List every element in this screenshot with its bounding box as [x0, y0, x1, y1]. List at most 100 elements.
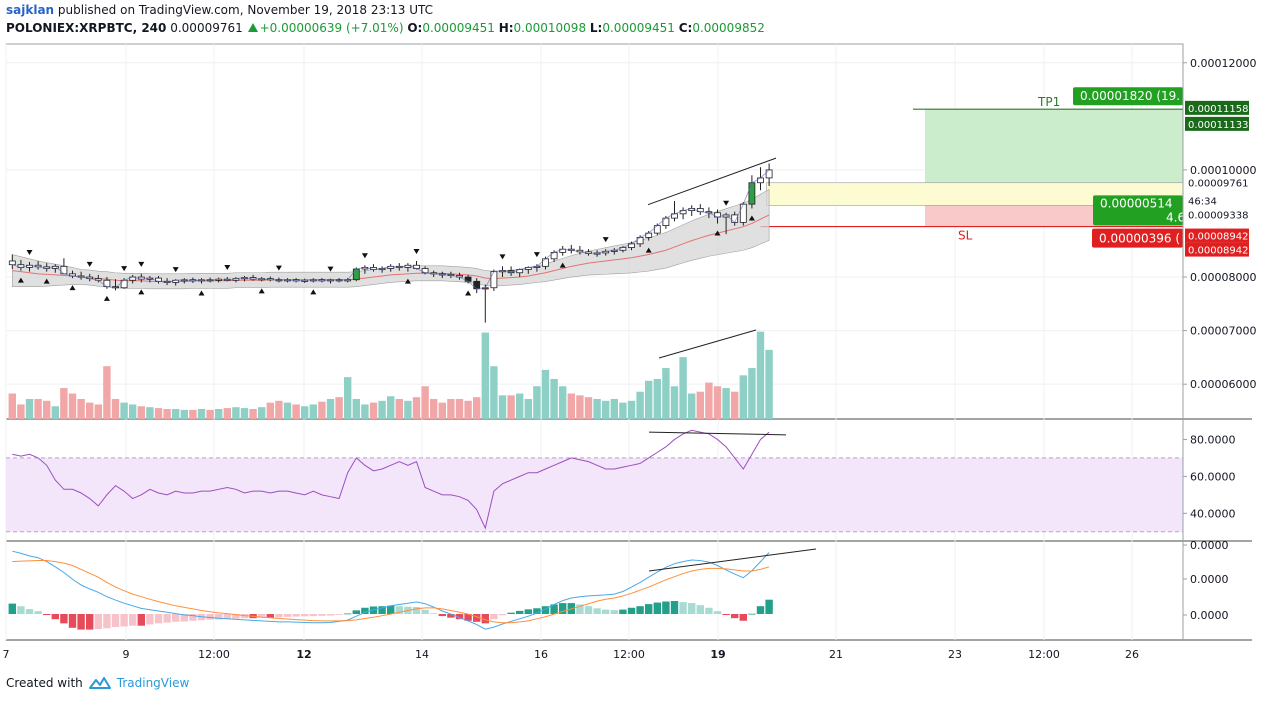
volume-bar — [748, 368, 756, 419]
macd-histogram-bar — [602, 609, 610, 614]
entry-amount-box — [1093, 195, 1183, 226]
macd-histogram-bar — [765, 599, 773, 614]
volume-bar — [172, 408, 180, 419]
macd-histogram-bar — [584, 606, 593, 614]
tp-amount-box — [1073, 87, 1183, 106]
high-value: 0.00010098 — [513, 21, 587, 35]
volume-bar — [662, 368, 670, 419]
tp-target-tag-bg — [1185, 116, 1249, 131]
volume-bar — [559, 386, 567, 419]
macd-histogram-bar — [283, 614, 292, 617]
macd-histogram-bar — [154, 614, 163, 624]
fractal-up-marker — [17, 277, 24, 283]
volume-bar — [361, 404, 369, 419]
macd-histogram-bar — [103, 614, 111, 629]
author-link[interactable]: sajklan — [6, 3, 55, 17]
low-value: 0.00009451 — [602, 21, 675, 35]
volume-bar — [679, 357, 687, 419]
countdown-tag: 46:34 — [1188, 197, 1217, 208]
volume-bar — [215, 408, 223, 419]
macd-histogram-bar — [507, 612, 515, 614]
macd-histogram-bar — [180, 614, 188, 622]
macd-histogram-bar — [361, 607, 369, 614]
macd-histogram-bar — [25, 609, 34, 614]
macd-histogram-bar — [627, 607, 636, 614]
macd-histogram-bar — [51, 614, 59, 620]
macd-histogram-bar — [266, 614, 274, 618]
macd-histogram-bar — [86, 614, 94, 630]
volume-bar — [576, 395, 584, 419]
volume-bar — [51, 406, 59, 419]
macd-histogram-bar — [206, 614, 214, 620]
signal-line — [12, 560, 770, 624]
fractal-up-marker — [559, 262, 566, 268]
price-axis-tick-label: 0.00007000 — [1190, 325, 1256, 338]
volume-bar — [223, 408, 231, 419]
tradingview-link[interactable]: TradingView — [116, 676, 190, 690]
volume-bar — [189, 409, 197, 419]
macd-histogram-bar — [17, 606, 25, 614]
volume-bar — [249, 408, 257, 419]
volume-bar — [593, 398, 601, 419]
candle-body — [739, 203, 747, 223]
symbol-line: POLONIEX:XRPBTC, 240 0.00009761 +0.00000… — [6, 21, 765, 35]
volume-bar — [438, 402, 446, 419]
macd-histogram-bar — [438, 614, 446, 617]
macd-histogram-bar — [713, 611, 722, 614]
volume-bar — [421, 386, 429, 419]
created-with-label: Created with — [6, 676, 83, 690]
risk-reward-label: 4.6 — [1166, 210, 1185, 224]
macd-histogram-bar — [189, 614, 197, 621]
volume-bar — [146, 407, 154, 419]
volume-bar — [404, 400, 412, 419]
time-axis-tick-label: 12:00 — [1028, 648, 1060, 661]
macd-histogram-bar — [464, 614, 472, 621]
macd-histogram-bar — [215, 614, 223, 620]
bollinger-band — [12, 188, 770, 290]
volume-bar — [653, 378, 661, 419]
price-trendline — [647, 157, 777, 206]
fractal-up-marker — [258, 288, 265, 294]
macd-histogram-bar — [8, 603, 16, 614]
time-axis-tick-label: 23 — [948, 648, 962, 661]
volume-bar — [473, 397, 481, 419]
macd-axis-tick-label: 0.0000 — [1190, 539, 1229, 552]
tradingview-logo-icon[interactable] — [88, 676, 111, 690]
candle-body — [653, 225, 661, 234]
volume-bar — [645, 380, 653, 419]
volume-bar — [137, 406, 145, 419]
volume-bar — [154, 408, 163, 419]
volume-bar — [447, 398, 455, 419]
macd-histogram-bar — [490, 614, 498, 620]
volume-bar — [387, 396, 395, 419]
volume-bar — [756, 331, 765, 419]
volume-bar — [713, 386, 722, 419]
macd-histogram-bar — [94, 614, 102, 630]
fractal-down-marker — [275, 265, 282, 271]
macd-histogram-bar — [739, 614, 747, 621]
macd-line — [12, 550, 770, 630]
volume-bar — [765, 349, 773, 419]
macd-histogram-bar — [309, 614, 317, 617]
volume-bar — [318, 401, 326, 419]
sl-price-tag-bg — [1185, 228, 1249, 243]
macd-histogram-bar — [516, 610, 524, 614]
volume-bar — [369, 402, 378, 419]
volume-bar — [412, 397, 421, 419]
macd-histogram-bar — [111, 614, 120, 627]
macd-histogram-bar — [455, 614, 464, 620]
rsi-axis-tick-label: 60.0000 — [1190, 470, 1236, 483]
volume-bar — [206, 409, 214, 419]
rsi-trendline — [648, 431, 787, 436]
fractal-down-marker — [172, 267, 179, 273]
macd-histogram-bar — [258, 614, 266, 618]
macd-histogram-bar — [43, 614, 51, 616]
macd-histogram-bar — [593, 608, 601, 614]
candle-body — [490, 271, 498, 289]
macd-histogram-bar — [412, 606, 421, 614]
volume-bar — [481, 332, 489, 419]
volume-bar — [17, 404, 25, 419]
volume-bar — [464, 400, 472, 419]
macd-histogram-bar — [447, 614, 455, 618]
